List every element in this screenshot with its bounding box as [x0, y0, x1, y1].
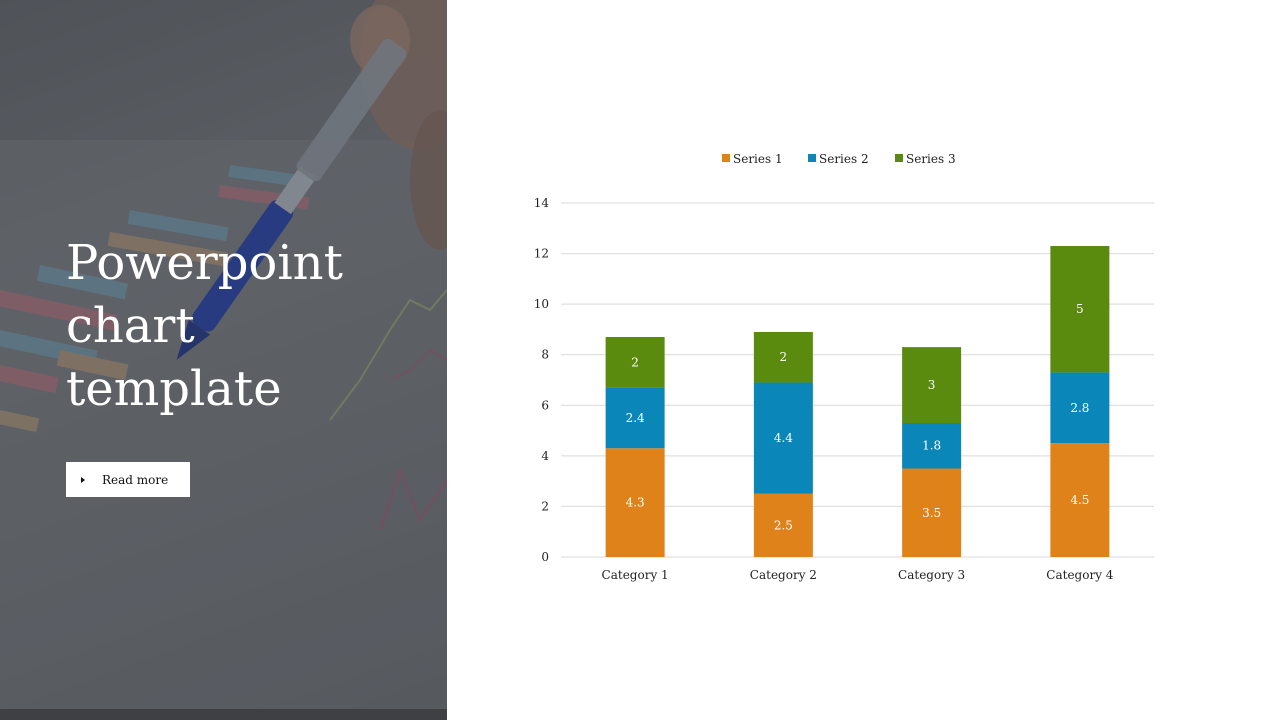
y-tick-label: 4 [541, 449, 549, 463]
legend-label: Series 3 [906, 152, 956, 166]
legend-swatch [895, 154, 903, 162]
data-label: 2.5 [774, 518, 793, 532]
x-tick-label: Category 4 [1046, 568, 1113, 582]
y-tick-label: 2 [541, 499, 549, 513]
data-label: 1.8 [922, 439, 941, 453]
y-tick-label: 14 [534, 196, 550, 210]
x-tick-label: Category 2 [750, 568, 817, 582]
read-more-label: Read more [102, 472, 169, 487]
data-label: 4.3 [626, 496, 645, 510]
x-tick-label: Category 1 [602, 568, 669, 582]
data-label: 4.5 [1070, 493, 1089, 507]
legend-swatch [722, 154, 730, 162]
legend-label: Series 1 [733, 152, 783, 166]
bar-segment [605, 337, 665, 388]
data-label: 3.5 [922, 506, 941, 520]
data-label: 2 [780, 350, 788, 364]
y-tick-label: 8 [541, 348, 549, 362]
bar-segment [1050, 443, 1110, 557]
data-label: 5 [1076, 302, 1084, 316]
y-tick-label: 10 [534, 297, 549, 311]
bar-segment [1050, 372, 1110, 444]
legend-label: Series 2 [819, 152, 869, 166]
data-label: 2.4 [626, 411, 645, 425]
y-tick-label: 0 [541, 550, 549, 564]
y-tick-label: 6 [541, 398, 549, 412]
bar-segment [753, 493, 813, 557]
background-photo-panel: Powerpoint chart template Read more [0, 0, 447, 720]
read-more-button[interactable]: Read more [66, 462, 190, 497]
bar-segment [1050, 245, 1110, 373]
x-tick-label: Category 3 [898, 568, 965, 582]
pen-and-chart-photo [0, 0, 447, 720]
stacked-bar-chart: 0 2 4 6 8 10 12 14 4.3 2.4 2 Category 1 2.5 4.4 2 Categ… [534, 152, 1154, 582]
data-label: 2 [631, 355, 639, 369]
bar-segment [753, 331, 813, 383]
bar-segment [605, 387, 665, 449]
data-label: 2.8 [1070, 401, 1089, 415]
legend-swatch [808, 154, 816, 162]
slide-title: Powerpoint chart template [66, 235, 343, 417]
play-arrow-icon [81, 476, 85, 483]
bar-segment [605, 448, 665, 557]
y-tick-label: 12 [534, 247, 549, 261]
bottom-strip [0, 709, 447, 720]
data-label: 3 [928, 378, 936, 392]
bar-segment [902, 422, 962, 469]
bar-segment [902, 468, 962, 557]
bar-segment [753, 382, 813, 494]
data-label: 4.4 [774, 431, 793, 445]
bar-segment [902, 347, 962, 423]
